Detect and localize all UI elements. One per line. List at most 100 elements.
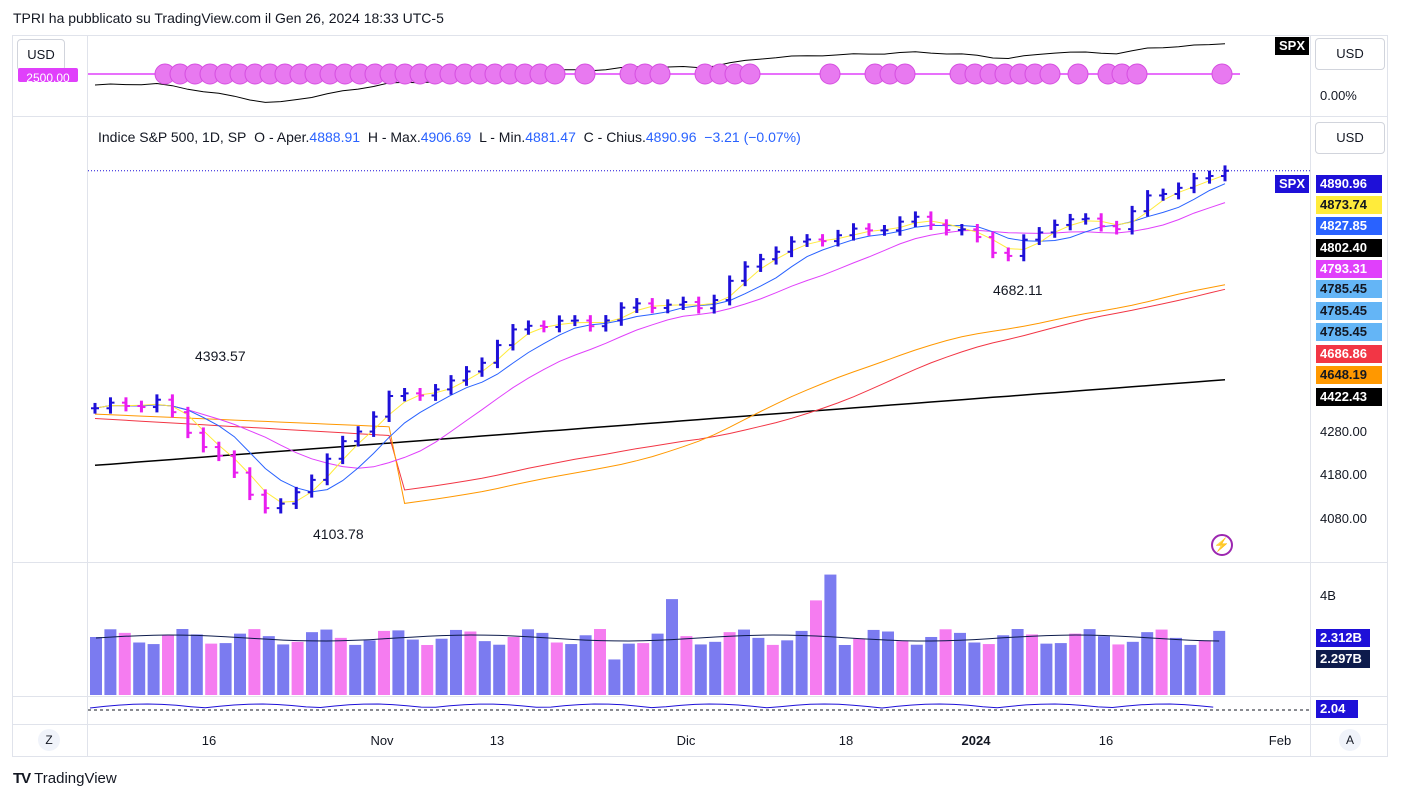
symbol-tag-top: SPX (1275, 37, 1310, 55)
axis-tick-label: 4080.00 (1320, 511, 1367, 526)
volume-bar (320, 629, 333, 695)
top-pane-marker (819, 63, 841, 85)
tradingview-logo[interactable]: TV TradingView (13, 770, 117, 787)
pane-separator[interactable] (13, 696, 1388, 697)
volume-bar (190, 634, 203, 695)
volume-bar (939, 629, 952, 695)
volume-bar (1126, 641, 1139, 695)
volume-bar (709, 641, 722, 695)
volume-bar (680, 636, 693, 695)
volume-bar (637, 643, 650, 695)
top-pane-marker (649, 63, 671, 85)
volume-bar (306, 632, 318, 695)
price-tag-ma-yellow: 4873.74 (1316, 196, 1382, 214)
volume-bar (651, 633, 664, 695)
volume-bar (478, 641, 491, 695)
legend-title: Indice S&P 500, 1D, SP (98, 129, 247, 145)
legend-o-label: O - Aper. (254, 129, 310, 145)
legend-h-value: 4906.69 (420, 129, 472, 145)
date-label: 18 (838, 733, 854, 748)
volume-bar (1069, 633, 1082, 695)
volume-bar (1184, 644, 1197, 695)
top-pane-marker (1211, 63, 1233, 85)
volume-bar (1083, 629, 1096, 695)
currency-button-main[interactable]: USD (1315, 122, 1385, 154)
volume-bar (565, 644, 578, 695)
volume-bar (982, 644, 995, 695)
ma-blue-line (94, 183, 1226, 493)
volume-bar (882, 631, 894, 695)
volume-bar (1098, 636, 1110, 695)
volume-bar (608, 659, 621, 695)
volume-bar (738, 629, 750, 695)
ma-yellow-line (94, 174, 1226, 503)
volume-bar (622, 643, 635, 695)
date-label: 2024 (961, 733, 991, 748)
volume-bar (1170, 637, 1182, 695)
volume-bar (810, 600, 822, 695)
price-tag-lightblue-2: 4785.45 (1316, 302, 1382, 320)
price-tag-magenta: 4793.31 (1316, 260, 1382, 278)
zoom-button[interactable]: Z (38, 729, 60, 751)
top-pane-marker (574, 63, 596, 85)
date-label: Dic (676, 733, 696, 748)
axis-tick-label: 4180.00 (1320, 467, 1367, 482)
ma-red-line (94, 288, 1226, 491)
volume-bar (997, 635, 1010, 695)
volume-bar (910, 644, 923, 695)
pane-separator[interactable] (13, 562, 1388, 563)
volume-bar (1198, 640, 1211, 695)
volume-bar (349, 644, 362, 695)
indicator-tag: 2.04 (1316, 700, 1358, 718)
top-pane-marker (894, 63, 916, 85)
volume-average-line (95, 634, 1220, 642)
volume-bar (1011, 629, 1024, 695)
pane-separator (13, 724, 1388, 725)
volume-bar (666, 599, 678, 695)
legend-c-label: C - Chius. (583, 129, 646, 145)
date-label: 16 (1098, 733, 1114, 748)
volume-bar (277, 644, 290, 695)
volume-bar (824, 574, 837, 695)
volume-bar (104, 629, 117, 695)
volume-bar (1112, 644, 1125, 695)
price-tag-lightblue-1: 4785.45 (1316, 280, 1382, 298)
volume-bar (954, 632, 966, 695)
currency-button-left[interactable]: USD (17, 39, 65, 71)
volume-bar (392, 630, 405, 695)
chart-frame (12, 35, 1388, 757)
indicator-line (89, 703, 1214, 709)
lightning-icon[interactable]: ⚡ (1211, 534, 1233, 556)
volume-bar (1213, 630, 1226, 695)
volume-bar (133, 642, 146, 695)
price-tag-ma-blue: 4827.85 (1316, 217, 1382, 235)
percent-scale-label: 0.00% (1320, 88, 1357, 103)
ma-magenta-line (94, 202, 1226, 469)
volume-bar (781, 640, 794, 695)
volume-bar (334, 637, 347, 695)
date-label: Nov (370, 733, 394, 748)
pane-separator[interactable] (13, 116, 1388, 117)
left-axis-border (87, 36, 88, 756)
volume-bar (378, 630, 390, 695)
volume-bar (752, 637, 765, 695)
price-tag-orange: 4648.19 (1316, 366, 1382, 384)
volume-bar (262, 636, 275, 695)
volume-bar (493, 644, 506, 695)
volume-bar (723, 632, 736, 695)
volume-bar (536, 632, 549, 695)
volume-bar (1054, 643, 1067, 695)
volume-bar (450, 629, 462, 695)
volume-bar (118, 632, 131, 695)
right-axis-border (1310, 36, 1311, 756)
currency-button-top-right[interactable]: USD (1315, 38, 1385, 70)
volume-bar (435, 638, 448, 695)
volume-bar (421, 644, 434, 695)
top-pane-marker (544, 63, 566, 85)
volume-bar (925, 636, 938, 695)
volume-bar (162, 635, 174, 695)
auto-scale-button[interactable]: A (1339, 729, 1361, 751)
top-pane-marker (1126, 63, 1148, 85)
date-label: Feb (1268, 733, 1292, 748)
